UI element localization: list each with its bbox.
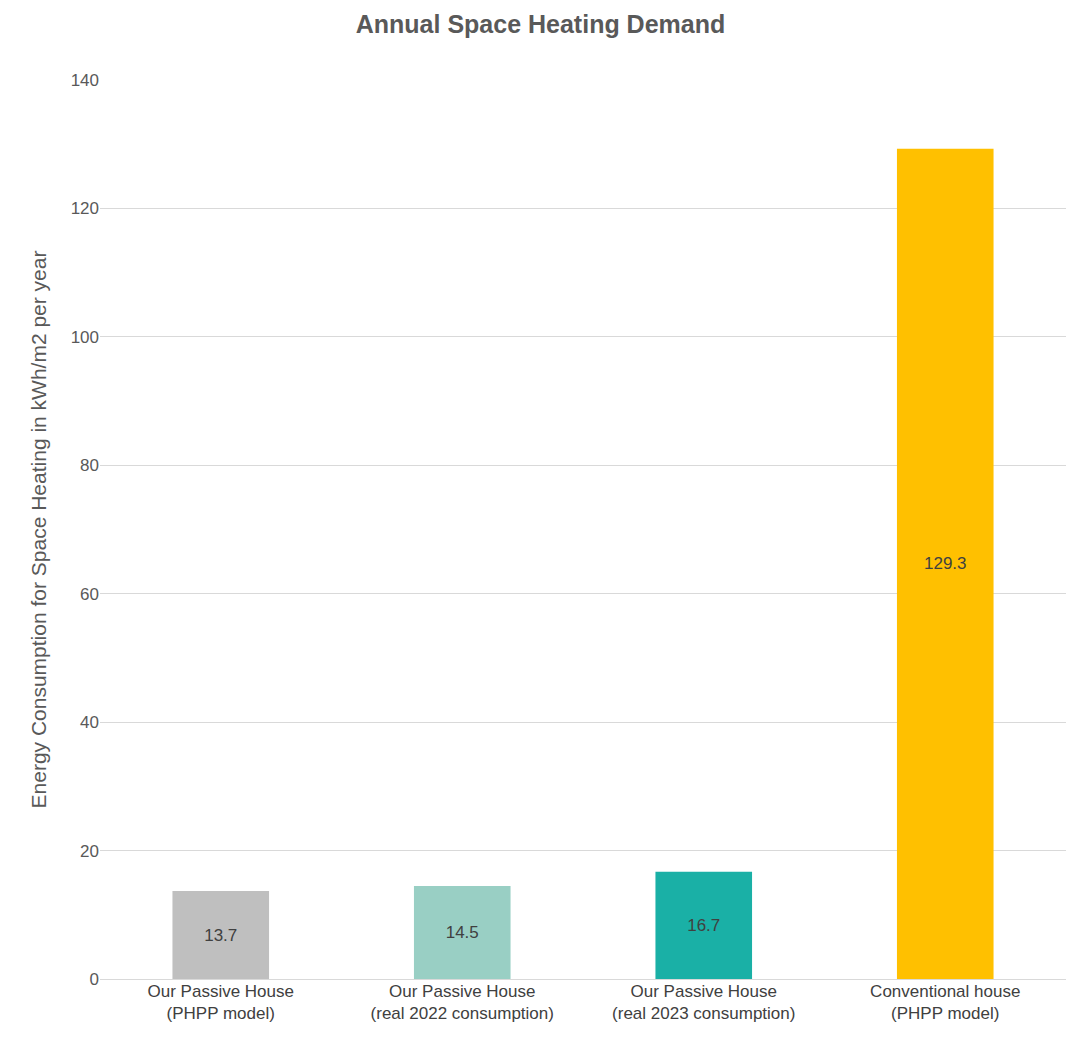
svg-text:120: 120	[71, 199, 99, 218]
svg-text:129.3: 129.3	[924, 554, 967, 573]
svg-text:100: 100	[71, 328, 99, 347]
svg-text:Our Passive House(real 2022 co: Our Passive House(real 2022 consumption)	[371, 982, 554, 1023]
svg-text:40: 40	[80, 713, 99, 732]
svg-text:Annual Space Heating Demand: Annual Space Heating Demand	[356, 10, 726, 38]
svg-text:20: 20	[80, 842, 99, 861]
svg-text:13.7: 13.7	[204, 926, 237, 945]
svg-text:Conventional house(PHPP model): Conventional house(PHPP model)	[870, 982, 1020, 1023]
svg-text:14.5: 14.5	[446, 923, 479, 942]
svg-text:16.7: 16.7	[687, 916, 720, 935]
svg-text:80: 80	[80, 456, 99, 475]
svg-text:0: 0	[90, 970, 99, 989]
svg-text:Our Passive House(real 2023 co: Our Passive House(real 2023 consumption)	[612, 982, 795, 1023]
svg-text:60: 60	[80, 585, 99, 604]
svg-text:Energy Consumption for Space H: Energy Consumption for Space Heating in …	[27, 251, 50, 809]
svg-text:Our Passive House(PHPP model): Our Passive House(PHPP model)	[148, 982, 294, 1023]
svg-text:140: 140	[71, 71, 99, 90]
